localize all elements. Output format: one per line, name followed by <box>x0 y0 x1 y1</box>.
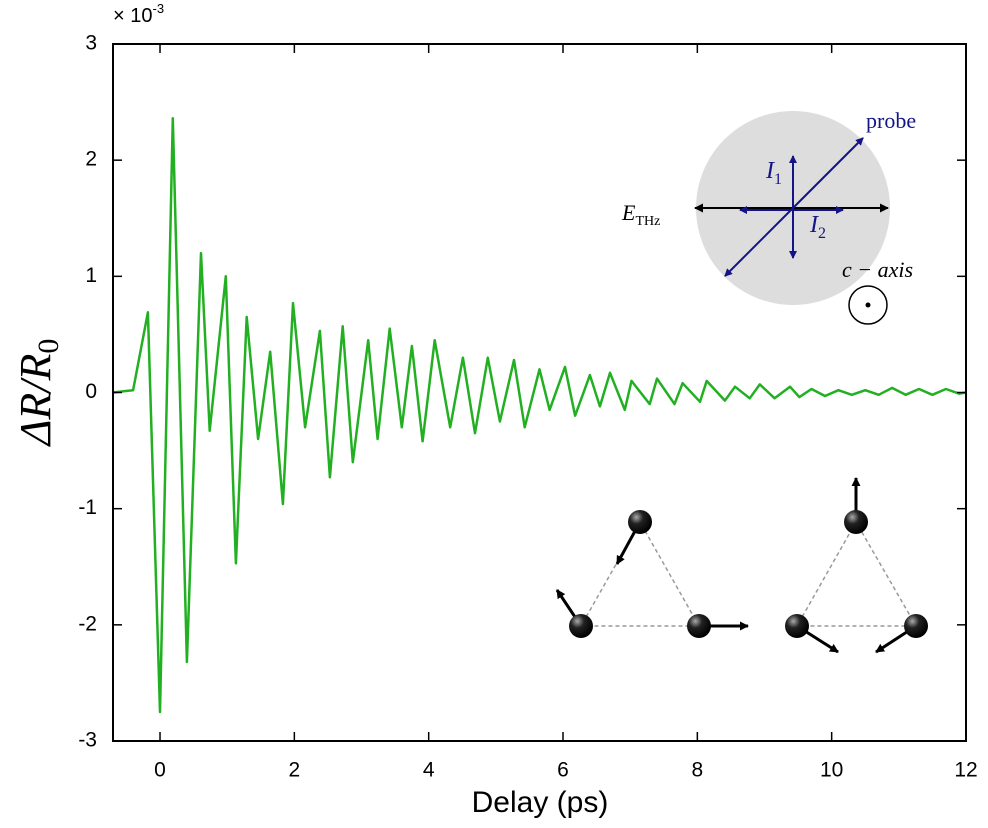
i1-sub: 1 <box>774 171 782 188</box>
y-tick-label: 3 <box>85 32 97 55</box>
arrow <box>792 137 864 209</box>
inset-polarization: probe I1 I2 ETHz c − axis <box>621 108 916 325</box>
y-label-sub: 0 <box>32 339 65 354</box>
atom <box>785 614 809 638</box>
inset-modes <box>579 520 918 627</box>
y-tick-label: 2 <box>85 148 97 171</box>
i1-label: I1 <box>765 158 782 188</box>
c-axis-label: c − axis <box>842 257 913 282</box>
multiplier-exponent: -3 <box>152 1 164 16</box>
x-axis-label: Delay (ps) <box>472 786 609 819</box>
triangle <box>795 520 918 627</box>
probe-label: probe <box>866 108 916 133</box>
y-tick-label: -1 <box>78 496 97 519</box>
y-tick-label: 1 <box>85 264 97 287</box>
x-tick-label: 6 <box>557 759 569 782</box>
triangle <box>579 520 701 627</box>
atom <box>904 614 928 638</box>
y-multiplier: × 10-3 <box>113 1 164 27</box>
x-tick-label: 8 <box>691 759 703 782</box>
i2-main: I <box>809 212 819 238</box>
x-tick-label: 4 <box>423 759 435 782</box>
atom <box>569 614 593 638</box>
x-tick-label: 2 <box>289 759 301 782</box>
atom <box>844 510 868 534</box>
ethz-sub: THz <box>635 214 660 229</box>
arrow <box>724 207 794 277</box>
c-axis-symbol <box>848 285 888 325</box>
x-tick-label: 10 <box>820 759 843 782</box>
y-label-main: ΔR/R <box>11 353 60 447</box>
ethz-main: E <box>621 200 636 225</box>
i2-sub: 2 <box>818 225 826 242</box>
atoms <box>569 510 928 638</box>
x-tick-label: 12 <box>954 759 977 782</box>
y-axis-label: ΔR/R0 <box>11 339 65 448</box>
c-axis-dot <box>865 302 871 308</box>
y-tick-label: 0 <box>85 380 97 403</box>
y-tick-label: -2 <box>78 612 97 635</box>
i2-label: I2 <box>809 212 826 242</box>
atom <box>687 614 711 638</box>
ethz-label: ETHz <box>621 200 660 229</box>
y-tick-label: -3 <box>78 729 97 752</box>
multiplier-base: × 10 <box>113 5 152 27</box>
data-line <box>112 117 967 714</box>
i1-main: I <box>765 158 775 184</box>
atom <box>628 510 652 534</box>
x-tick-label: 0 <box>154 759 166 782</box>
